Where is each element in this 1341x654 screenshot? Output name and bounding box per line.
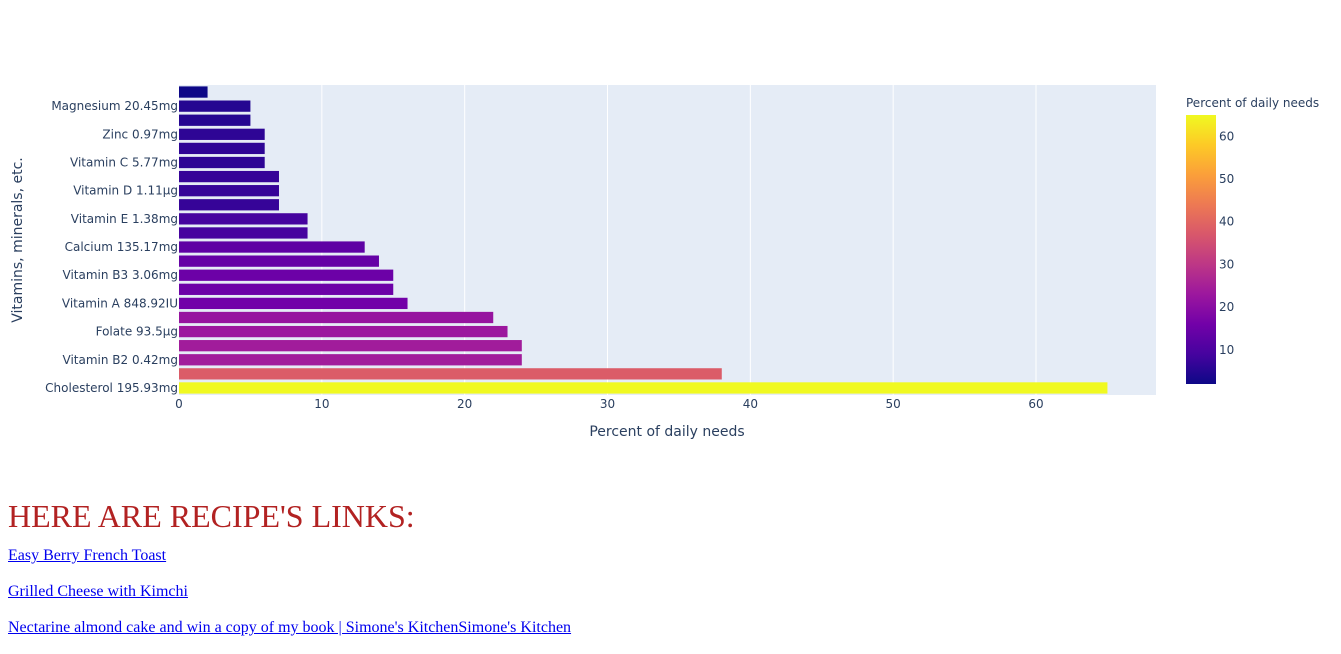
bar xyxy=(179,340,522,352)
recipe-link-grilled-cheese-kimchi[interactable]: Grilled Cheese with Kimchi xyxy=(8,583,188,600)
colorbar-tick-label: 10 xyxy=(1219,343,1234,357)
bar xyxy=(179,382,1108,394)
y-tick-label: Vitamin E 1.38mg xyxy=(71,212,178,226)
bar xyxy=(179,100,251,112)
y-tick-labels: Cholesterol 195.93mg Vitamin B2 0.42mg Fol… xyxy=(45,99,178,395)
bar xyxy=(179,199,279,211)
x-gridlines xyxy=(321,85,1037,395)
colorbar-ticks: 10 20 30 40 50 60 xyxy=(1219,129,1234,356)
colorbar-tick-label: 40 xyxy=(1219,215,1234,229)
bar xyxy=(179,311,494,324)
x-tick-label: 40 xyxy=(743,397,758,411)
nutrient-bar-chart: Cholesterol 195.93mg Vitamin B2 0.42mg Fol… xyxy=(10,85,1319,440)
bar xyxy=(179,227,308,239)
y-tick-label: Vitamin D 1.11µg xyxy=(73,184,178,198)
y-tick-label: Zinc 0.97mg xyxy=(102,127,178,141)
y-tick-label: Vitamin A 848.92IU xyxy=(62,296,178,310)
links-heading: HERE ARE RECIPE'S LINKS: xyxy=(8,498,415,534)
bar xyxy=(179,255,379,267)
bar xyxy=(179,156,265,169)
x-tick-label: 20 xyxy=(457,397,472,411)
colorbar-tick-label: 50 xyxy=(1219,172,1234,186)
bar xyxy=(179,114,251,126)
x-tick-label: 10 xyxy=(314,397,329,411)
bar xyxy=(179,142,265,155)
x-tick-label: 30 xyxy=(600,397,615,411)
colorbar-gradient xyxy=(1186,115,1216,384)
recipe-links-section: HERE ARE RECIPE'S LINKS: Easy Berry Fren… xyxy=(8,496,571,654)
x-tick-label: 60 xyxy=(1028,397,1043,411)
y-tick-label: Magnesium 20.45mg xyxy=(51,99,178,113)
y-tick-label: Vitamin C 5.77mg xyxy=(70,156,178,170)
colorbar-tick-label: 60 xyxy=(1219,129,1234,143)
bar xyxy=(179,213,308,225)
recipe-link-easy-berry-french-toast[interactable]: Easy Berry French Toast xyxy=(8,547,167,564)
recipe-link-nectarine-almond-cake[interactable]: Nectarine almond cake and win a copy of … xyxy=(8,619,572,636)
y-axis-title: Vitamins, minerals, etc. xyxy=(10,157,26,323)
x-tick-labels: 0 10 20 30 40 50 60 xyxy=(175,397,1043,411)
colorbar-tick-label: 20 xyxy=(1219,300,1234,314)
bar xyxy=(179,86,208,98)
colorbar: Percent of daily needs 10 20 30 40 50 60 xyxy=(1186,96,1319,384)
bar xyxy=(179,354,522,366)
y-tick-label: Vitamin B2 0.42mg xyxy=(63,353,179,367)
y-tick-label: Folate 93.5µg xyxy=(96,325,178,339)
bar xyxy=(179,325,508,338)
y-tick-label: Cholesterol 195.93mg xyxy=(45,381,178,395)
x-tick-label: 50 xyxy=(886,397,901,411)
x-tick-label: 0 xyxy=(175,397,183,411)
colorbar-title: Percent of daily needs xyxy=(1186,96,1319,110)
y-tick-label: Calcium 135.17mg xyxy=(65,240,178,254)
bar xyxy=(179,241,365,253)
bar xyxy=(179,283,394,295)
colorbar-tick-label: 30 xyxy=(1219,257,1234,271)
bar xyxy=(179,297,408,310)
x-axis-title: Percent of daily needs xyxy=(589,424,744,440)
bar-series xyxy=(179,86,1108,394)
y-tick-label: Vitamin B3 3.06mg xyxy=(63,268,179,282)
bar xyxy=(179,269,394,281)
bar xyxy=(179,170,279,183)
bar xyxy=(179,368,722,380)
bar xyxy=(179,128,265,140)
bar xyxy=(179,185,279,197)
